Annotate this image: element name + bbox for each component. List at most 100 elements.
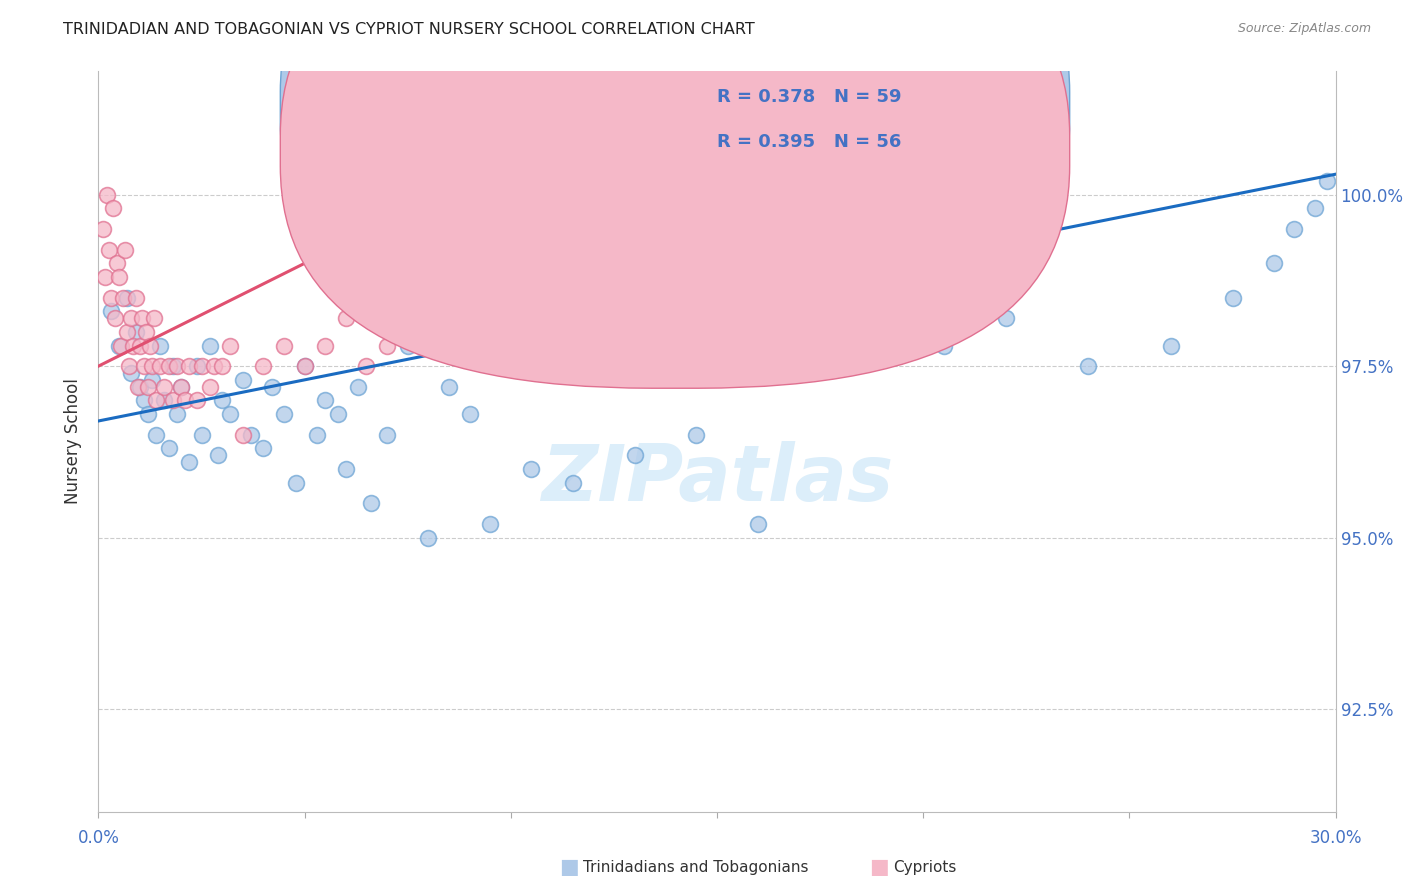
Point bbox=[120, 311, 142, 326]
FancyBboxPatch shape bbox=[280, 0, 1070, 345]
Point bbox=[273, 338, 295, 352]
Point bbox=[91, 222, 114, 236]
Point bbox=[347, 380, 370, 394]
Point bbox=[145, 393, 167, 408]
Text: 0.0%: 0.0% bbox=[77, 829, 120, 847]
Point bbox=[100, 304, 122, 318]
Point bbox=[93, 270, 115, 285]
Point bbox=[143, 311, 166, 326]
Point bbox=[132, 393, 155, 408]
Text: ■: ■ bbox=[869, 857, 889, 877]
Point bbox=[117, 325, 139, 339]
Point bbox=[561, 475, 583, 490]
Point bbox=[1284, 222, 1306, 236]
Point bbox=[375, 427, 398, 442]
Point bbox=[110, 338, 132, 352]
Point bbox=[105, 256, 128, 270]
Point bbox=[219, 407, 242, 421]
Text: Source: ZipAtlas.com: Source: ZipAtlas.com bbox=[1237, 22, 1371, 36]
Point bbox=[305, 427, 328, 442]
Point bbox=[174, 393, 197, 408]
Text: 30.0%: 30.0% bbox=[1309, 829, 1362, 847]
Point bbox=[170, 380, 193, 394]
Point bbox=[1160, 338, 1182, 352]
Point bbox=[179, 455, 201, 469]
Point bbox=[104, 311, 127, 326]
Point bbox=[273, 407, 295, 421]
Point bbox=[149, 338, 172, 352]
Point bbox=[198, 338, 221, 352]
Point bbox=[117, 291, 139, 305]
Point bbox=[101, 202, 124, 216]
Point bbox=[136, 407, 159, 421]
Point bbox=[132, 359, 155, 373]
Point bbox=[157, 359, 180, 373]
Point bbox=[450, 222, 472, 236]
Point bbox=[190, 427, 212, 442]
Point bbox=[211, 393, 233, 408]
Point bbox=[499, 359, 522, 373]
Point bbox=[128, 380, 150, 394]
Point bbox=[294, 359, 316, 373]
Text: Cypriots: Cypriots bbox=[893, 860, 956, 874]
Point bbox=[623, 448, 645, 462]
Point bbox=[157, 442, 180, 456]
Point bbox=[232, 427, 254, 442]
Text: Trinidadians and Tobagonians: Trinidadians and Tobagonians bbox=[583, 860, 808, 874]
Point bbox=[198, 380, 221, 394]
Point bbox=[124, 325, 146, 339]
Point bbox=[479, 516, 502, 531]
Point bbox=[162, 393, 184, 408]
Point bbox=[153, 393, 176, 408]
Point bbox=[114, 243, 136, 257]
Point bbox=[396, 325, 419, 339]
Point bbox=[441, 256, 464, 270]
Text: TRINIDADIAN AND TOBAGONIAN VS CYPRIOT NURSERY SCHOOL CORRELATION CHART: TRINIDADIAN AND TOBAGONIAN VS CYPRIOT NU… bbox=[63, 22, 755, 37]
Point bbox=[100, 291, 122, 305]
Point bbox=[135, 325, 157, 339]
Point bbox=[418, 531, 440, 545]
Point bbox=[479, 174, 502, 188]
Point bbox=[252, 442, 274, 456]
Point bbox=[186, 359, 208, 373]
Text: R = 0.395   N = 56: R = 0.395 N = 56 bbox=[717, 133, 901, 151]
FancyBboxPatch shape bbox=[624, 71, 1021, 194]
Point bbox=[145, 427, 167, 442]
FancyBboxPatch shape bbox=[280, 0, 1070, 388]
Point bbox=[118, 359, 141, 373]
Point bbox=[166, 359, 188, 373]
Point bbox=[97, 243, 120, 257]
Point bbox=[396, 338, 419, 352]
Point bbox=[870, 325, 893, 339]
Point bbox=[127, 380, 149, 394]
Point bbox=[360, 496, 382, 510]
Point bbox=[1222, 291, 1244, 305]
Point bbox=[356, 359, 378, 373]
Point bbox=[418, 291, 440, 305]
Point bbox=[162, 359, 184, 373]
Point bbox=[240, 427, 263, 442]
Point bbox=[252, 359, 274, 373]
Point bbox=[326, 407, 349, 421]
Point bbox=[139, 338, 162, 352]
Point bbox=[747, 516, 769, 531]
Point bbox=[166, 407, 188, 421]
Point bbox=[219, 338, 242, 352]
Point bbox=[458, 407, 481, 421]
Point bbox=[153, 380, 176, 394]
Point bbox=[120, 366, 142, 380]
Point bbox=[314, 393, 336, 408]
Point bbox=[232, 373, 254, 387]
Point bbox=[437, 380, 460, 394]
Point bbox=[335, 311, 357, 326]
Point bbox=[285, 475, 308, 490]
Point bbox=[108, 270, 131, 285]
Point bbox=[375, 338, 398, 352]
Point bbox=[211, 359, 233, 373]
Point bbox=[131, 311, 153, 326]
Point bbox=[112, 291, 135, 305]
Point bbox=[128, 338, 150, 352]
Y-axis label: Nursery School: Nursery School bbox=[65, 378, 83, 505]
Point bbox=[294, 359, 316, 373]
Point bbox=[141, 359, 163, 373]
